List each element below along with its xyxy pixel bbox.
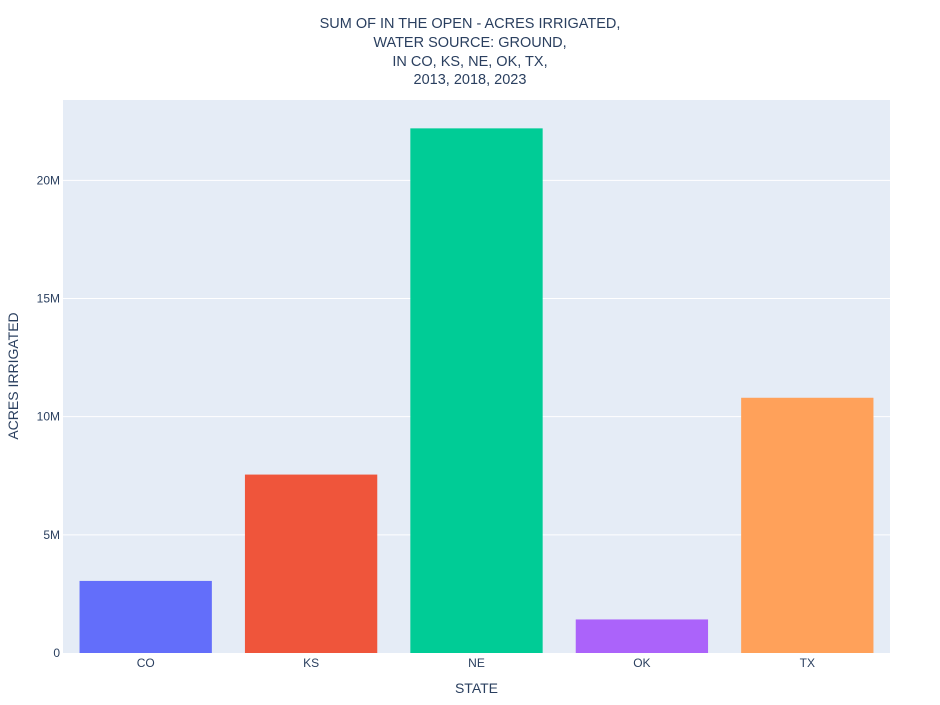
x-tick-label-co: CO	[137, 656, 155, 670]
x-tick-label-ok: OK	[633, 656, 650, 670]
chart-title-line-4: 2013, 2018, 2023	[414, 72, 527, 88]
x-tick-label-ks: KS	[303, 656, 319, 670]
chart-title-line-1: SUM OF IN THE OPEN - ACRES IRRIGATED,	[320, 16, 621, 32]
bar-tx	[741, 397, 874, 653]
y-axis-ticks: 0 5M 10M 15M 20M	[37, 173, 61, 660]
y-tick-label: 15M	[37, 292, 60, 306]
y-tick-label: 20M	[37, 173, 60, 187]
bar-ok	[575, 619, 709, 653]
x-axis-title: STATE	[455, 680, 498, 696]
chart-title-line-3: IN CO, KS, NE, OK, TX,	[392, 54, 547, 70]
chart-title-line-2: WATER SOURCE: GROUND,	[373, 35, 566, 51]
y-tick-label: 5M	[43, 528, 60, 542]
x-axis-ticks: CO KS NE OK TX	[137, 656, 815, 670]
x-tick-label-ne: NE	[468, 656, 485, 670]
bar-ne	[410, 128, 543, 653]
bars	[79, 128, 874, 653]
y-tick-label: 0	[53, 646, 60, 660]
y-tick-label: 10M	[37, 410, 60, 424]
bar-co	[79, 580, 212, 653]
y-axis-title: ACRES IRRIGATED	[5, 312, 21, 439]
bar-ks	[244, 474, 378, 653]
x-tick-label-tx: TX	[800, 656, 815, 670]
